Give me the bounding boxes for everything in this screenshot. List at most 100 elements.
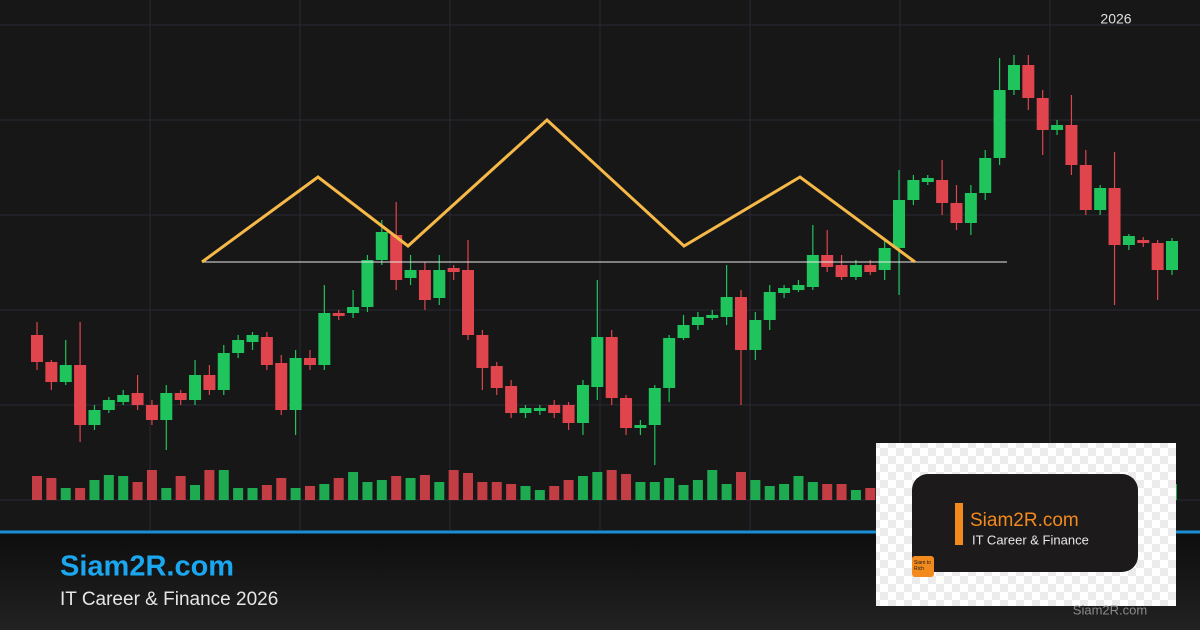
candle-body bbox=[605, 337, 618, 398]
candle-body bbox=[548, 405, 561, 413]
candle-body bbox=[634, 425, 647, 428]
volume-bar bbox=[103, 475, 114, 500]
candle-body bbox=[160, 393, 173, 420]
candle-body bbox=[591, 337, 604, 387]
candle-body bbox=[332, 313, 345, 316]
volume-bar bbox=[822, 484, 833, 500]
candle-body bbox=[734, 297, 747, 350]
candle-body bbox=[490, 366, 503, 388]
volume-bar bbox=[161, 488, 172, 500]
candle-body bbox=[31, 335, 43, 362]
candle-body bbox=[1051, 125, 1064, 130]
logo-badge-text: Siam to Rich bbox=[914, 560, 931, 572]
volume-bar bbox=[649, 482, 660, 500]
volume-bar bbox=[577, 476, 588, 500]
volume-bar bbox=[319, 484, 330, 500]
candle-body bbox=[505, 386, 518, 413]
candle-body bbox=[778, 288, 791, 293]
candle-body bbox=[706, 315, 719, 318]
candle-body bbox=[390, 235, 403, 280]
volume-bar bbox=[405, 478, 416, 500]
candle-body bbox=[620, 398, 633, 428]
candle-body bbox=[174, 393, 187, 400]
volume-bar bbox=[592, 472, 603, 500]
candle-body bbox=[835, 265, 848, 277]
card-brand: Siam2R.com bbox=[970, 510, 1079, 531]
volume-bar bbox=[391, 476, 402, 500]
volume-bar bbox=[118, 476, 129, 500]
candle-body bbox=[45, 362, 58, 382]
volume-bar bbox=[204, 470, 215, 500]
volume-bar bbox=[506, 484, 517, 500]
candle-body bbox=[849, 265, 862, 277]
pattern-line bbox=[201, 117, 916, 264]
volume-bar bbox=[750, 480, 761, 500]
volume-bar bbox=[836, 484, 847, 500]
candle-body bbox=[375, 232, 388, 260]
candle-body bbox=[189, 375, 202, 400]
volume-bar bbox=[707, 470, 718, 500]
candle-body bbox=[1151, 243, 1164, 270]
volume-bar bbox=[692, 480, 703, 500]
candle-body bbox=[821, 255, 834, 267]
candle-body bbox=[792, 285, 805, 290]
candle-body bbox=[936, 180, 949, 203]
candle-body bbox=[88, 410, 101, 425]
candle-body bbox=[749, 320, 762, 350]
volume-bar bbox=[721, 484, 732, 500]
candle-body bbox=[1065, 125, 1078, 165]
volume-bar bbox=[333, 478, 344, 500]
logo-badge-text-box: Siam to Rich bbox=[914, 560, 931, 572]
candles bbox=[31, 55, 1178, 465]
volume-bar bbox=[448, 470, 459, 500]
volume-bar bbox=[46, 478, 57, 500]
volume-bar bbox=[190, 485, 201, 500]
candle-body bbox=[864, 265, 877, 272]
volume-bar bbox=[434, 482, 445, 500]
candle-body bbox=[1094, 188, 1107, 210]
candle-body bbox=[533, 408, 546, 411]
candle-body bbox=[720, 297, 733, 317]
candle-body bbox=[519, 408, 532, 413]
candle-body bbox=[117, 395, 130, 402]
candle-body bbox=[462, 270, 475, 335]
volume-bar bbox=[491, 482, 502, 500]
candle-body bbox=[1166, 241, 1178, 270]
volume-bar bbox=[218, 470, 229, 500]
volume-bar bbox=[477, 482, 488, 500]
volume-bar bbox=[764, 486, 775, 500]
logo-badge bbox=[912, 556, 934, 577]
volume-bar bbox=[132, 482, 143, 500]
candle-body bbox=[203, 375, 216, 390]
volume-bar bbox=[635, 482, 646, 500]
volume-bar bbox=[175, 476, 186, 500]
candle-body bbox=[907, 180, 920, 200]
candle-body bbox=[145, 405, 158, 420]
candle-body bbox=[964, 193, 977, 223]
candle-body bbox=[303, 358, 316, 365]
brand: Siam2R.com bbox=[60, 551, 234, 583]
candle-body bbox=[246, 335, 259, 342]
candle-body bbox=[950, 203, 963, 223]
volume-bar bbox=[779, 484, 790, 500]
candle-body bbox=[447, 268, 460, 272]
volume-bar bbox=[290, 488, 301, 500]
candle-body bbox=[691, 317, 704, 325]
candle-body bbox=[289, 358, 302, 410]
candle-body bbox=[131, 393, 144, 405]
candle-body bbox=[1079, 165, 1092, 210]
candle-body bbox=[921, 178, 934, 182]
candle-body bbox=[677, 325, 690, 338]
candle-body bbox=[1108, 188, 1121, 245]
candle-body bbox=[404, 270, 417, 278]
volume-bar bbox=[549, 486, 560, 500]
volume-bar bbox=[606, 470, 617, 500]
volume-bar bbox=[563, 480, 574, 500]
logo-card bbox=[912, 474, 1138, 572]
candle-body bbox=[1022, 65, 1035, 98]
volume-bar bbox=[304, 486, 315, 500]
grid bbox=[0, 0, 1200, 530]
candle-body bbox=[763, 292, 776, 320]
